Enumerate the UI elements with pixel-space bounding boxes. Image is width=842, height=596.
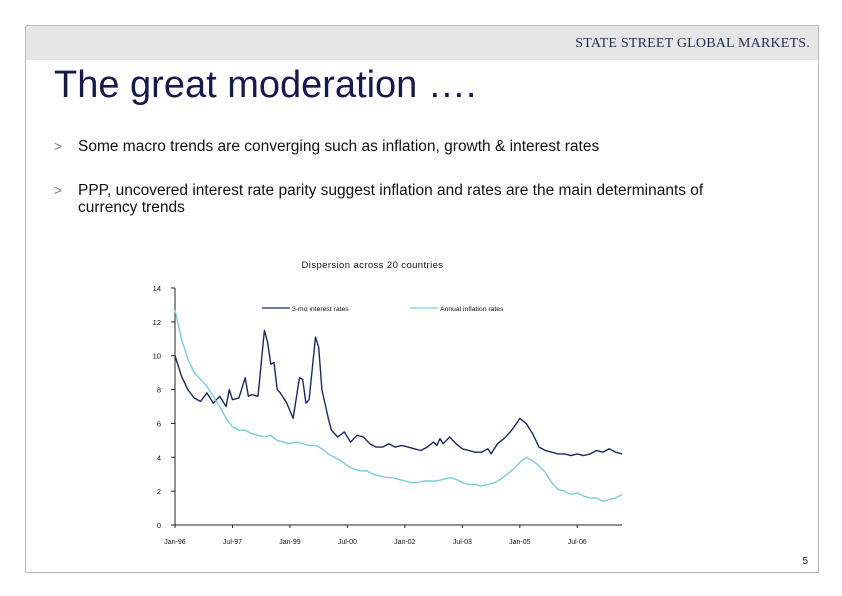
page-number: 5 [802, 556, 808, 567]
legend-label: 3-mo interest rates [292, 306, 349, 313]
y-tick-label: 14 [153, 284, 161, 293]
brand-logo: STATE STREET GLOBAL MARKETS. [575, 36, 810, 51]
x-tick-label: Jul-06 [568, 539, 587, 546]
header-band [26, 26, 818, 60]
chart-title: Dispersion across 20 countries [302, 260, 444, 271]
bullet-item: > PPP, uncovered interest rate parity su… [54, 182, 718, 216]
x-tick-label: Jan-99 [279, 539, 301, 546]
x-tick-label: Jan-05 [509, 539, 531, 546]
y-tick-label: 2 [157, 487, 161, 496]
y-tick-label: 12 [153, 318, 161, 327]
y-tick-label: 8 [157, 386, 161, 395]
x-tick-label: Jul-03 [453, 539, 472, 546]
x-tick-label: Jan-02 [394, 539, 416, 546]
legend-label: Annual inflation rates [440, 306, 504, 313]
series-line-inflation-rates [174, 309, 623, 502]
bullet-item: > Some macro trends are converging such … [54, 138, 718, 155]
y-tick-label: 4 [157, 453, 161, 462]
x-tick-label: Jul-00 [338, 539, 357, 546]
slide-frame [25, 25, 819, 573]
y-tick-label: 0 [157, 521, 161, 530]
x-tick-label: Jan-96 [164, 539, 186, 546]
y-tick-label: 6 [157, 419, 161, 428]
x-tick-label: Jul-97 [223, 539, 242, 546]
y-tick-label: 10 [153, 352, 161, 361]
series-line-interest-rates [174, 329, 623, 457]
bullet-marker-icon: > [54, 138, 63, 154]
slide-title: The great moderation …. [54, 64, 477, 106]
bullet-text: PPP, uncovered interest rate parity sugg… [78, 182, 704, 216]
bullet-text: Some macro trends are converging such as… [78, 138, 600, 155]
bullet-marker-icon: > [54, 182, 63, 198]
